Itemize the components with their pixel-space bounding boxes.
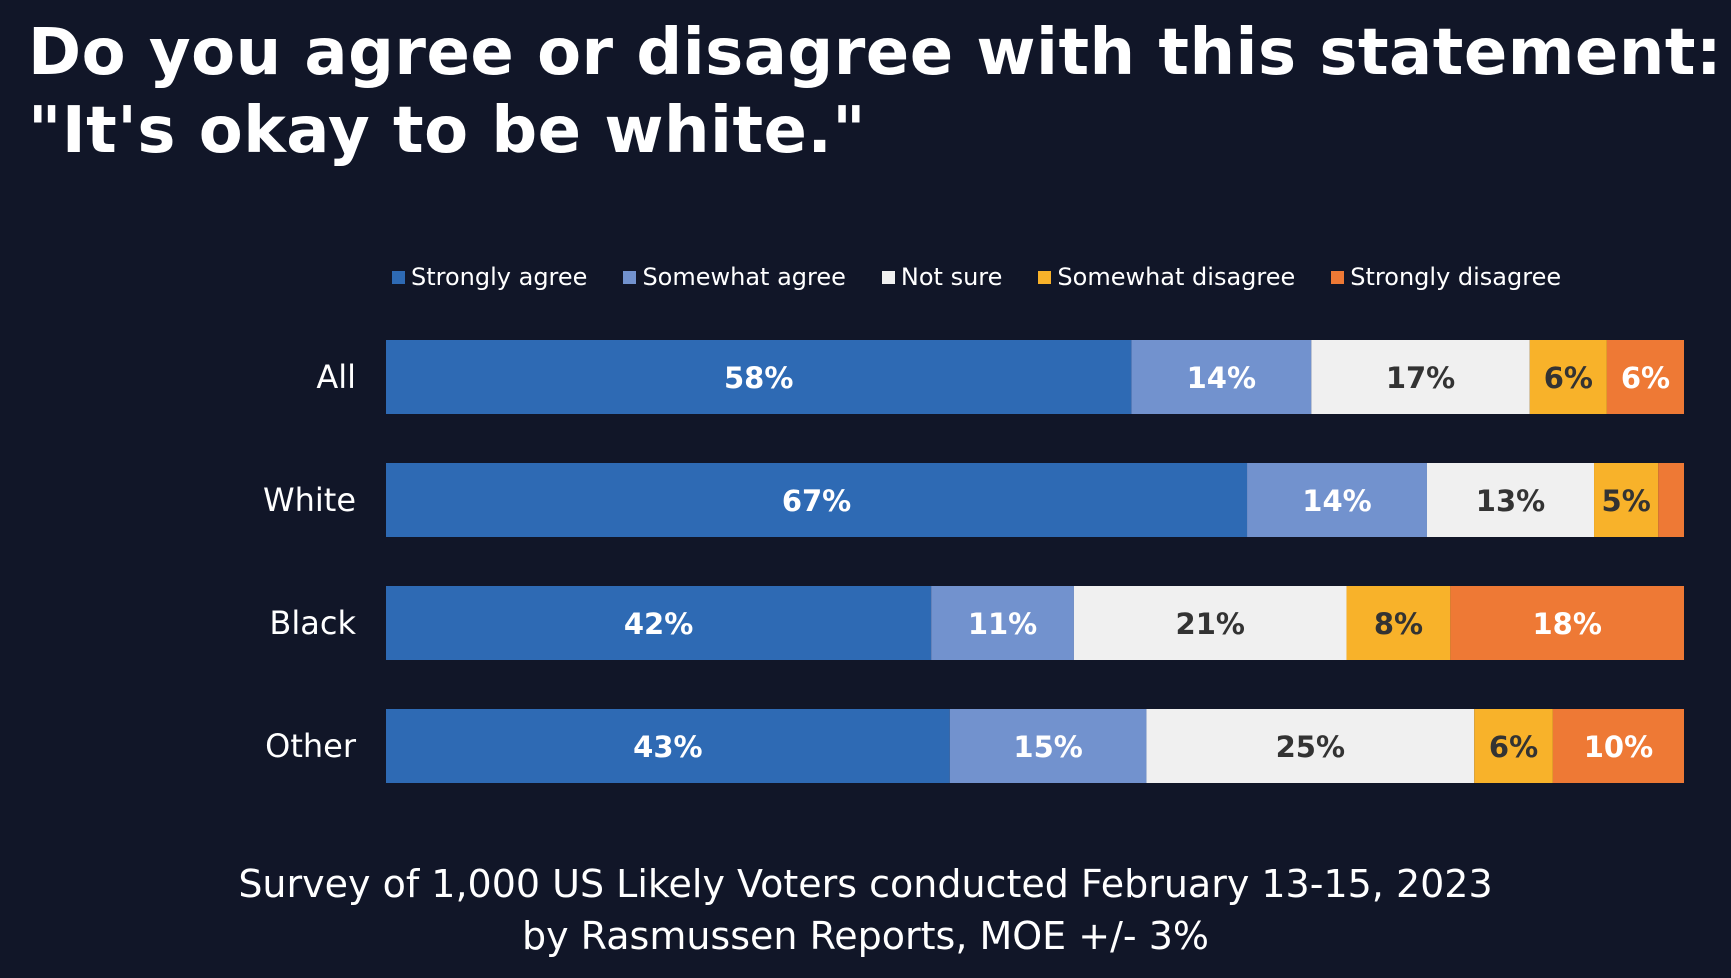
legend-swatch: [1038, 270, 1052, 284]
category-label-all: All: [316, 358, 356, 396]
category-label-other: Other: [265, 727, 357, 765]
bar-other-somewhat-disagree: [1474, 709, 1553, 783]
legend-item-strongly-disagree: Strongly disagree: [1331, 263, 1561, 291]
bar-black-strongly-agree: [386, 586, 932, 660]
legend-swatch: [881, 270, 895, 284]
legend-swatch: [623, 270, 637, 284]
bar-other-strongly-agree: [386, 709, 950, 783]
legend-swatch: [1331, 270, 1345, 284]
legend: Strongly agree Somewhat agree Not sure Some…: [392, 262, 1597, 292]
data-label-other-strongly-disagree: 10%: [1584, 730, 1653, 764]
chart-title: Do you agree or disagree with this state…: [28, 14, 1723, 170]
bar-other-not-sure: [1146, 709, 1475, 783]
bar-black-somewhat-disagree: [1346, 586, 1451, 660]
stacked-bar-chart: All 58% 14% 17% 6% 6% White 67% 14% 13% 5% Black 42%…: [263, 340, 1684, 783]
category-label-white: White: [263, 481, 356, 519]
title-line-1: Do you agree or disagree with this state…: [28, 16, 1723, 90]
legend-item-somewhat-agree: Somewhat agree: [623, 263, 846, 291]
bar-all-strongly-agree: [386, 340, 1132, 414]
data-label-other-strongly-agree: 43%: [633, 730, 702, 764]
data-label-all-not-sure: 17%: [1386, 361, 1455, 395]
legend-label: Somewhat agree: [642, 263, 846, 291]
bar-all-somewhat-agree: [1131, 340, 1312, 414]
legend-swatch: [392, 270, 405, 284]
data-label-black-strongly-disagree: 18%: [1532, 607, 1601, 641]
title-line-2: "It's okay to be white.": [28, 94, 867, 168]
bar-white-strongly-agree: [386, 463, 1248, 537]
legend-label: Not sure: [900, 263, 1003, 291]
bar-all-strongly-disagree: [1606, 340, 1684, 414]
data-label-other-somewhat-agree: 15%: [1013, 730, 1082, 764]
data-label-black-not-sure: 21%: [1176, 607, 1245, 641]
bar-white-somewhat-disagree: [1594, 463, 1659, 537]
data-label-white-not-sure: 13%: [1476, 484, 1545, 518]
footer-line-1: Survey of 1,000 US Likely Voters conduct…: [238, 862, 1493, 906]
bar-black-strongly-disagree: [1450, 586, 1684, 660]
bar-all-not-sure: [1311, 340, 1530, 414]
footer-note: Survey of 1,000 US Likely Voters conduct…: [0, 858, 1731, 962]
bar-all-somewhat-disagree: [1529, 340, 1607, 414]
legend-item-somewhat-disagree: Somewhat disagree: [1038, 263, 1295, 291]
data-label-black-strongly-agree: 42%: [624, 607, 693, 641]
data-label-white-strongly-agree: 67%: [782, 484, 851, 518]
data-label-white-somewhat-agree: 14%: [1302, 484, 1371, 518]
bar-other-strongly-disagree: [1552, 709, 1684, 783]
legend-label: Strongly disagree: [1350, 263, 1562, 291]
data-label-other-somewhat-disagree: 6%: [1489, 730, 1538, 764]
bar-black-not-sure: [1073, 586, 1347, 660]
data-label-other-not-sure: 25%: [1276, 730, 1345, 764]
legend-item-strongly-agree: Strongly agree: [392, 263, 587, 291]
bar-other-somewhat-agree: [949, 709, 1147, 783]
data-label-all-strongly-agree: 58%: [724, 361, 793, 395]
bar-white-strongly-disagree: [1658, 463, 1684, 537]
bar-white-not-sure: [1426, 463, 1595, 537]
data-label-black-somewhat-agree: 11%: [968, 607, 1037, 641]
data-label-all-somewhat-agree: 14%: [1187, 361, 1256, 395]
data-label-black-somewhat-disagree: 8%: [1374, 607, 1423, 641]
data-label-all-somewhat-disagree: 6%: [1544, 361, 1593, 395]
legend-item-not-sure: Not sure: [881, 263, 1003, 291]
bar-black-somewhat-agree: [931, 586, 1074, 660]
legend-label: Strongly agree: [411, 263, 588, 291]
bar-white-somewhat-agree: [1247, 463, 1427, 537]
data-label-white-somewhat-disagree: 5%: [1602, 484, 1651, 518]
category-label-black: Black: [269, 604, 356, 642]
footer-line-2: by Rasmussen Reports, MOE +/- 3%: [521, 914, 1209, 958]
legend-label: Somewhat disagree: [1057, 263, 1296, 291]
data-label-all-strongly-disagree: 6%: [1621, 361, 1670, 395]
